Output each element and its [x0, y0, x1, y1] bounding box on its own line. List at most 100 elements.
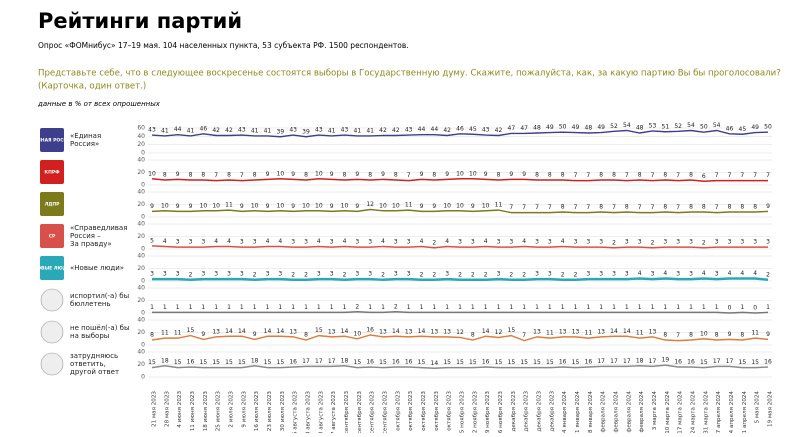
row-label: «Справедливая [70, 224, 127, 232]
value-label: 1 [253, 304, 257, 311]
value-label: 48 [585, 125, 593, 132]
value-label: 12 [366, 201, 374, 208]
y-tick-label: 0 [141, 374, 145, 381]
value-label: 11 [585, 330, 593, 337]
value-label: 3 [266, 271, 270, 278]
x-tick-label: 15 октября 2023 [421, 391, 427, 433]
x-tick-label: 18 февраля 2024 [626, 391, 632, 433]
value-label: 3 [471, 239, 475, 246]
value-label: 11 [405, 202, 413, 209]
value-label: 1 [548, 304, 552, 311]
value-label: 7 [240, 172, 244, 179]
row-label: не пошёл(-а) бы [70, 324, 130, 332]
value-label: 1 [445, 304, 449, 311]
value-label: 5 [150, 237, 154, 244]
value-label: 2 [509, 271, 513, 278]
series-line [152, 277, 769, 281]
value-label: 7 [214, 172, 218, 179]
value-label: 14 [277, 328, 285, 335]
value-label: 2 [522, 271, 526, 278]
x-tick-label: 28 мая 2023 [164, 391, 170, 427]
value-label: 3 [445, 271, 449, 278]
value-label: 9 [432, 203, 436, 210]
value-label: 1 [317, 304, 321, 311]
value-label: 3 [740, 239, 744, 246]
party-icon-text: НОВЫЕ ЛЮДИ [33, 266, 70, 272]
title: Рейтинги партий [38, 9, 242, 33]
value-label: 9 [355, 203, 359, 210]
value-label: 3 [176, 239, 180, 246]
series-line [151, 178, 768, 182]
value-label: 15 [456, 359, 464, 366]
row-label: «Новые люди» [70, 264, 124, 272]
value-label: 3 [625, 239, 629, 246]
value-label: 48 [636, 125, 644, 132]
value-label: 9 [253, 331, 257, 338]
value-label: 14 [623, 328, 631, 335]
value-label: 8 [548, 172, 552, 179]
value-label: 41 [366, 127, 374, 134]
value-label: 10 [277, 170, 285, 177]
value-label: 42 [212, 127, 220, 134]
value-label: 50 [700, 124, 708, 131]
value-label: 3 [253, 239, 257, 246]
value-label: 7 [522, 332, 526, 339]
value-label: 15 [739, 359, 747, 366]
value-label: 9 [766, 331, 770, 338]
party-icon [40, 128, 64, 152]
value-label: 11 [636, 330, 644, 337]
value-label: 2 [702, 239, 706, 246]
value-label: 18 [636, 357, 644, 364]
value-label: 4 [702, 270, 706, 277]
value-label: 16 [764, 359, 772, 366]
value-label: 7 [766, 172, 770, 179]
value-label: 3 [548, 271, 552, 278]
row-label: «Единая [70, 132, 101, 140]
value-label: 9 [291, 171, 295, 178]
value-label: 17 [315, 358, 323, 365]
series-line [151, 364, 769, 369]
value-label: 2 [471, 271, 475, 278]
value-label: 1 [227, 304, 231, 311]
value-label: 8 [189, 172, 193, 179]
value-label: 10 [212, 202, 220, 209]
value-label: 4 [266, 238, 270, 245]
value-label: 1 [497, 304, 501, 311]
value-label: 2 [612, 239, 616, 246]
value-label: 15 [264, 359, 272, 366]
value-label: 7 [509, 204, 513, 211]
value-label: 1 [381, 304, 385, 311]
value-label: 3 [753, 239, 757, 246]
value-label: 11 [225, 202, 233, 209]
value-label: 53 [649, 122, 657, 129]
value-label: 17 [328, 358, 336, 365]
value-label: 9 [381, 171, 385, 178]
value-label: 9 [240, 203, 244, 210]
value-label: 3 [458, 239, 462, 246]
value-label: 9 [266, 203, 270, 210]
value-label: 11 [546, 330, 554, 337]
x-tick-label: 9 июля 2023 [241, 391, 247, 428]
x-tick-label: 30 июля 2023 [280, 391, 286, 432]
value-label: 10 [354, 330, 362, 337]
value-label: 13 [533, 328, 541, 335]
value-label: 9 [420, 171, 424, 178]
value-label: 8 [535, 172, 539, 179]
value-label: 13 [431, 328, 439, 335]
value-label: 8 [227, 172, 231, 179]
row-label: затрудняюсь [70, 352, 118, 360]
x-tick-label: 25 июня 2023 [216, 391, 222, 432]
value-label: 1 [766, 304, 770, 311]
value-label: 9 [471, 203, 475, 210]
x-tick-label: 11 июня 2023 [190, 391, 196, 432]
value-label: 2 [343, 271, 347, 278]
value-label: 15 [187, 327, 195, 334]
value-label: 2 [253, 271, 257, 278]
value-label: 50 [764, 124, 772, 131]
value-label: 3 [535, 239, 539, 246]
row-label: другой ответ [70, 368, 119, 376]
option-icon [40, 320, 64, 344]
value-label: 9 [355, 171, 359, 178]
value-label: 3 [227, 271, 231, 278]
value-label: 1 [471, 304, 475, 311]
